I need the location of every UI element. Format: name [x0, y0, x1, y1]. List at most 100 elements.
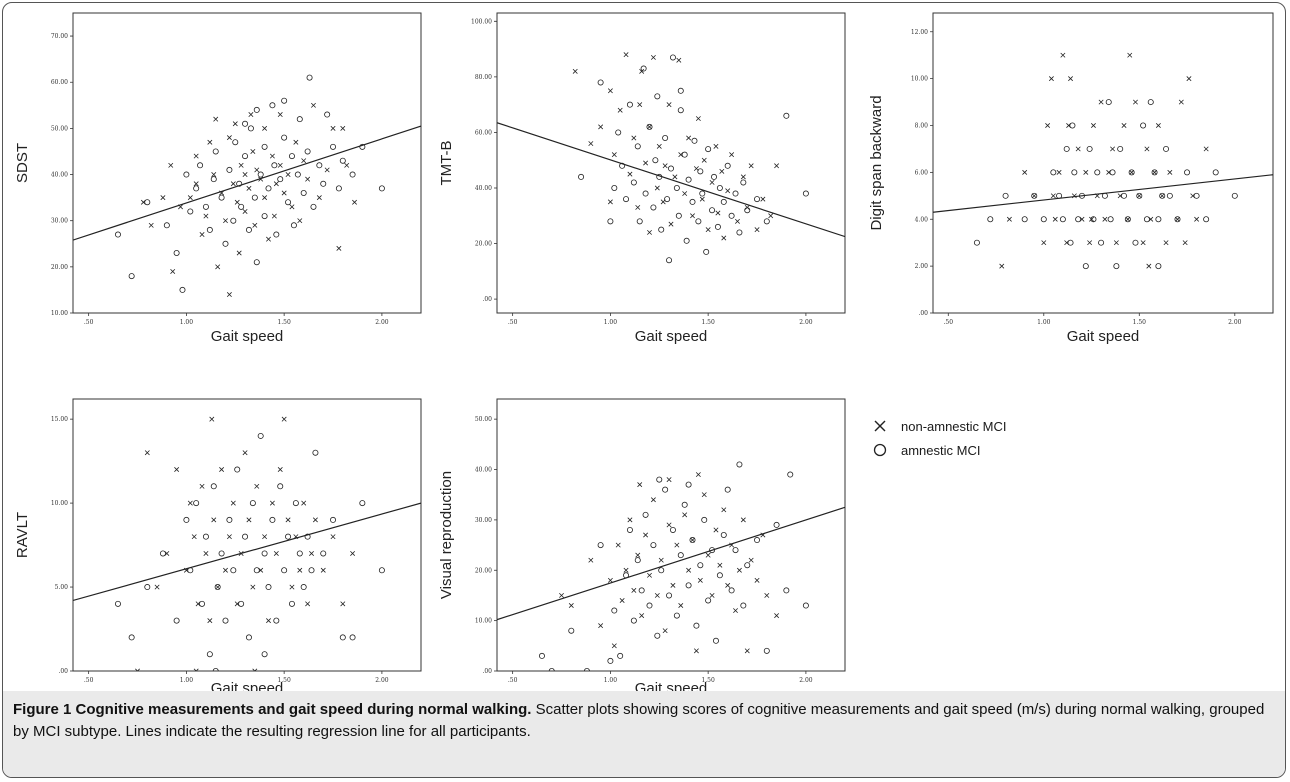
amnestic-point [238, 203, 245, 210]
non-amnestic-point [187, 500, 193, 506]
y-tick-label: .00 [482, 296, 492, 303]
non-amnestic-point [647, 229, 652, 235]
amnestic-point [699, 190, 706, 197]
non-amnestic-point [154, 584, 160, 590]
amnestic-point [212, 668, 219, 671]
amnestic-point [689, 198, 696, 205]
non-amnestic-point [627, 517, 633, 523]
y-tick-label: 12.00 [911, 29, 928, 36]
amnestic-point [736, 229, 743, 236]
non-amnestic-point [650, 497, 656, 503]
non-amnestic-point [1102, 216, 1108, 222]
amnestic-point [339, 634, 346, 641]
x-tick-label: 1.00 [180, 319, 194, 326]
x-tick-label: 2.00 [799, 319, 813, 326]
non-amnestic-point [588, 557, 594, 563]
non-amnestic-point [199, 483, 205, 489]
non-amnestic-point [269, 500, 275, 506]
amnestic-point [288, 600, 295, 607]
non-amnestic-point [1045, 123, 1051, 128]
amnestic-point [740, 602, 747, 609]
y-tick-label: .00 [58, 668, 68, 675]
non-amnestic-point [1083, 169, 1089, 175]
amnestic-point [1021, 216, 1028, 223]
amnestic-point [630, 179, 637, 186]
amnestic-point [294, 171, 301, 178]
y-tick-label: 5.00 [55, 584, 69, 591]
amnestic-point [308, 567, 315, 574]
non-amnestic-point [623, 52, 629, 58]
non-amnestic-point [744, 648, 750, 654]
non-amnestic-point [1098, 99, 1104, 105]
non-amnestic-point [1022, 169, 1028, 175]
non-amnestic-point [697, 577, 703, 583]
amnestic-point [697, 168, 704, 175]
non-amnestic-point [219, 467, 225, 473]
non-amnestic-point [729, 152, 735, 158]
non-amnestic-point [1136, 193, 1142, 199]
non-amnestic-point [254, 167, 260, 173]
non-amnestic-point [650, 54, 656, 60]
amnestic-point [1121, 192, 1128, 199]
non-amnestic-point [226, 135, 232, 141]
amnestic-point [711, 173, 718, 180]
non-amnestic-point [725, 582, 731, 588]
non-amnestic-point [1075, 146, 1081, 152]
data-layer [73, 416, 421, 671]
amnestic-point [689, 537, 696, 544]
amnestic-point [234, 466, 241, 473]
amnestic-point [320, 550, 327, 557]
amnestic-point [183, 516, 190, 523]
x-tick-label: 1.00 [180, 677, 194, 684]
non-amnestic-point [643, 532, 649, 538]
non-amnestic-point [682, 191, 688, 197]
amnestic-point [320, 180, 327, 187]
amnestic-point [548, 668, 555, 671]
amnestic-point [638, 587, 645, 594]
non-amnestic-point [1006, 216, 1012, 222]
x-tick-label: 2.00 [799, 677, 813, 684]
non-amnestic-point [1068, 76, 1074, 82]
amnestic-point [636, 218, 643, 225]
amnestic-point [330, 143, 337, 150]
non-amnestic-point [211, 172, 217, 178]
non-amnestic-point [662, 163, 668, 169]
y-tick-label: 100.00 [471, 18, 492, 25]
amnestic-point [273, 617, 280, 624]
amnestic-point [1090, 216, 1097, 223]
non-amnestic-point [639, 613, 645, 619]
amnestic-point [1143, 216, 1150, 223]
non-amnestic-point [223, 218, 228, 224]
non-amnestic-point [572, 68, 578, 74]
non-amnestic-point [1087, 240, 1093, 246]
amnestic-point [339, 157, 346, 164]
amnestic-point [623, 196, 630, 203]
amnestic-point [249, 500, 256, 507]
amnestic-point [683, 237, 690, 244]
amnestic-point [1050, 169, 1057, 176]
y-tick-label: 2.00 [915, 263, 929, 270]
amnestic-point [597, 79, 604, 86]
non-amnestic-point [1194, 216, 1200, 222]
amnestic-point [144, 584, 151, 591]
amnestic-point [265, 185, 272, 192]
non-amnestic-point [740, 174, 746, 180]
amnestic-point [179, 286, 186, 293]
amnestic-point [973, 239, 980, 246]
amnestic-point [281, 97, 288, 104]
non-amnestic-point [637, 482, 643, 488]
amnestic-point [1113, 263, 1120, 270]
amnestic-point [281, 567, 288, 574]
amnestic-point [728, 587, 735, 594]
figure-caption: Figure 1 Cognitive measurements and gait… [13, 699, 1275, 743]
non-amnestic-point [588, 141, 594, 147]
non-amnestic-point [293, 139, 299, 145]
data-layer [497, 52, 845, 264]
amnestic-point [662, 486, 669, 493]
y-axis-title: Visual reproduction [438, 471, 455, 599]
non-amnestic-point [764, 592, 770, 598]
amnestic-point [128, 273, 135, 280]
non-amnestic-point [717, 562, 723, 568]
